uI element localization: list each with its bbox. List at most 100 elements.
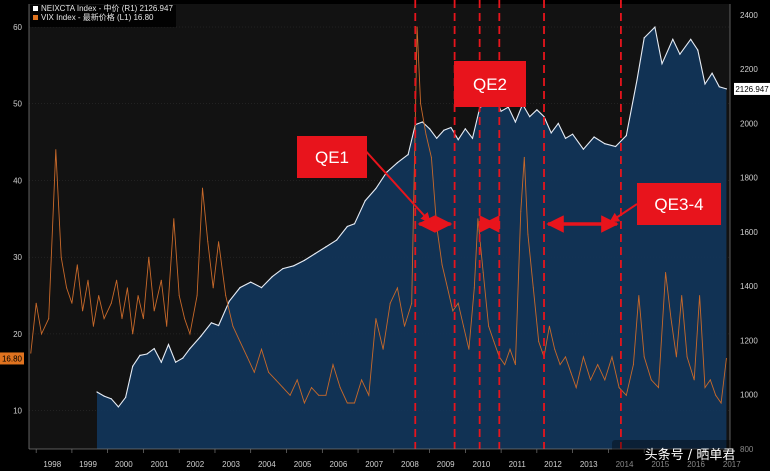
- x-axis-tick-label: 2004: [258, 460, 276, 469]
- vix-last-value-label: 16.80: [2, 354, 23, 363]
- vix-point: [41, 333, 42, 335]
- legend-swatch: [33, 15, 38, 20]
- neixcta-point: [314, 253, 316, 255]
- callout-pointer: [362, 147, 431, 223]
- vix-point: [289, 394, 291, 396]
- vix-point: [30, 352, 32, 354]
- vix-point: [225, 295, 227, 297]
- right-axis-tick-label: 2000: [740, 119, 758, 128]
- neixcta-point: [514, 121, 517, 123]
- vix-point: [548, 325, 550, 327]
- watermark-backdrop: [612, 440, 762, 468]
- x-axis-tick-label: 2017: [723, 460, 741, 469]
- vix-point: [686, 356, 688, 358]
- vix-point: [632, 364, 634, 366]
- vix-point: [332, 364, 334, 366]
- vix-point: [173, 218, 175, 220]
- axes: 10 20 30 40 50 60 800 1000 1200 1400 1600 1800 2000 2…: [0, 4, 770, 469]
- vix-point: [523, 156, 525, 158]
- neixcta-point: [96, 391, 98, 393]
- vix-point: [720, 402, 722, 404]
- neixcta-point: [661, 63, 663, 65]
- vix-point: [611, 356, 613, 358]
- x-axis-tick-label: 2002: [186, 460, 204, 469]
- right-axis-tick-label: 1000: [740, 391, 758, 400]
- neixcta-point: [436, 137, 438, 139]
- neixcta-point: [543, 116, 545, 118]
- neixcta-point: [572, 133, 574, 135]
- vix-point: [396, 287, 398, 289]
- vix-point: [441, 264, 443, 266]
- neixcta-point: [582, 148, 585, 150]
- neixcta-point: [346, 225, 348, 228]
- neixcta-point: [146, 353, 148, 355]
- legend-box: [30, 5, 176, 27]
- left-axis-tick-label: 40: [13, 176, 22, 185]
- vix-point: [488, 325, 490, 327]
- neixcta-point: [110, 398, 112, 400]
- neixcta-point: [182, 357, 184, 359]
- neixcta-point: [260, 287, 263, 289]
- neixcta-point: [132, 365, 134, 367]
- neixcta-point: [125, 396, 127, 398]
- vix-point: [532, 287, 534, 289]
- vix-point: [482, 272, 484, 273]
- neixcta-last-value-label: 2126.947: [735, 85, 769, 94]
- vix-point: [66, 287, 68, 289]
- neixcta-point: [654, 26, 656, 28]
- neixcta-point: [429, 128, 431, 130]
- vix-point: [468, 348, 470, 350]
- right-axis-tick-label: 1800: [740, 174, 758, 183]
- vix-point: [404, 325, 405, 327]
- x-axis-tick-label: 2014: [616, 460, 634, 469]
- neixcta-point: [718, 86, 720, 88]
- vix-point: [604, 379, 606, 381]
- neixcta-point: [457, 139, 459, 141]
- vix-point: [253, 371, 255, 373]
- vix-point: [618, 387, 620, 389]
- left-axis-tick-label: 60: [13, 23, 22, 32]
- vix-point: [60, 256, 62, 258]
- vix-point: [354, 402, 355, 404]
- vix-point: [303, 402, 305, 404]
- neixcta-point: [557, 122, 559, 124]
- neixcta-point: [636, 79, 638, 81]
- legend-swatch: [33, 6, 38, 11]
- x-axis-tick-label: 2012: [544, 460, 562, 469]
- vix-point: [189, 333, 191, 335]
- vix-point: [82, 310, 84, 312]
- vix-point: [282, 387, 284, 389]
- x-axis-tick-label: 2003: [222, 460, 240, 469]
- neixcta-point: [175, 361, 177, 363]
- vix-point: [650, 379, 652, 381]
- x-axis-tick-label: 2006: [329, 460, 347, 469]
- vix-point: [389, 302, 391, 304]
- neixcta-last-value-tag: [734, 82, 770, 95]
- vix-point: [142, 318, 144, 320]
- neixcta-point: [615, 145, 617, 148]
- callout-box: [454, 61, 526, 107]
- vix-point: [268, 371, 270, 373]
- neixcta-point: [218, 324, 220, 327]
- neixcta-point: [464, 128, 466, 130]
- vix-point: [420, 103, 422, 105]
- vix-point: [103, 318, 105, 320]
- vix-point: [261, 348, 262, 350]
- neixcta-point: [500, 110, 502, 112]
- vix-point: [447, 287, 448, 289]
- neixcta-point: [200, 335, 202, 337]
- neixcta-point: [625, 135, 627, 137]
- vix-point: [520, 210, 522, 212]
- vix-point: [116, 279, 118, 281]
- vix-point: [411, 302, 413, 304]
- neixcta-point: [325, 246, 327, 248]
- vix-point: [575, 387, 577, 389]
- neixcta-point: [672, 38, 674, 40]
- neixcta-point: [364, 200, 366, 202]
- x-axis-tick-label: 2001: [151, 460, 169, 469]
- neixcta-point: [250, 281, 252, 283]
- neixcta-point: [471, 137, 474, 139]
- vix-point: [477, 218, 479, 220]
- vix-point: [725, 358, 727, 359]
